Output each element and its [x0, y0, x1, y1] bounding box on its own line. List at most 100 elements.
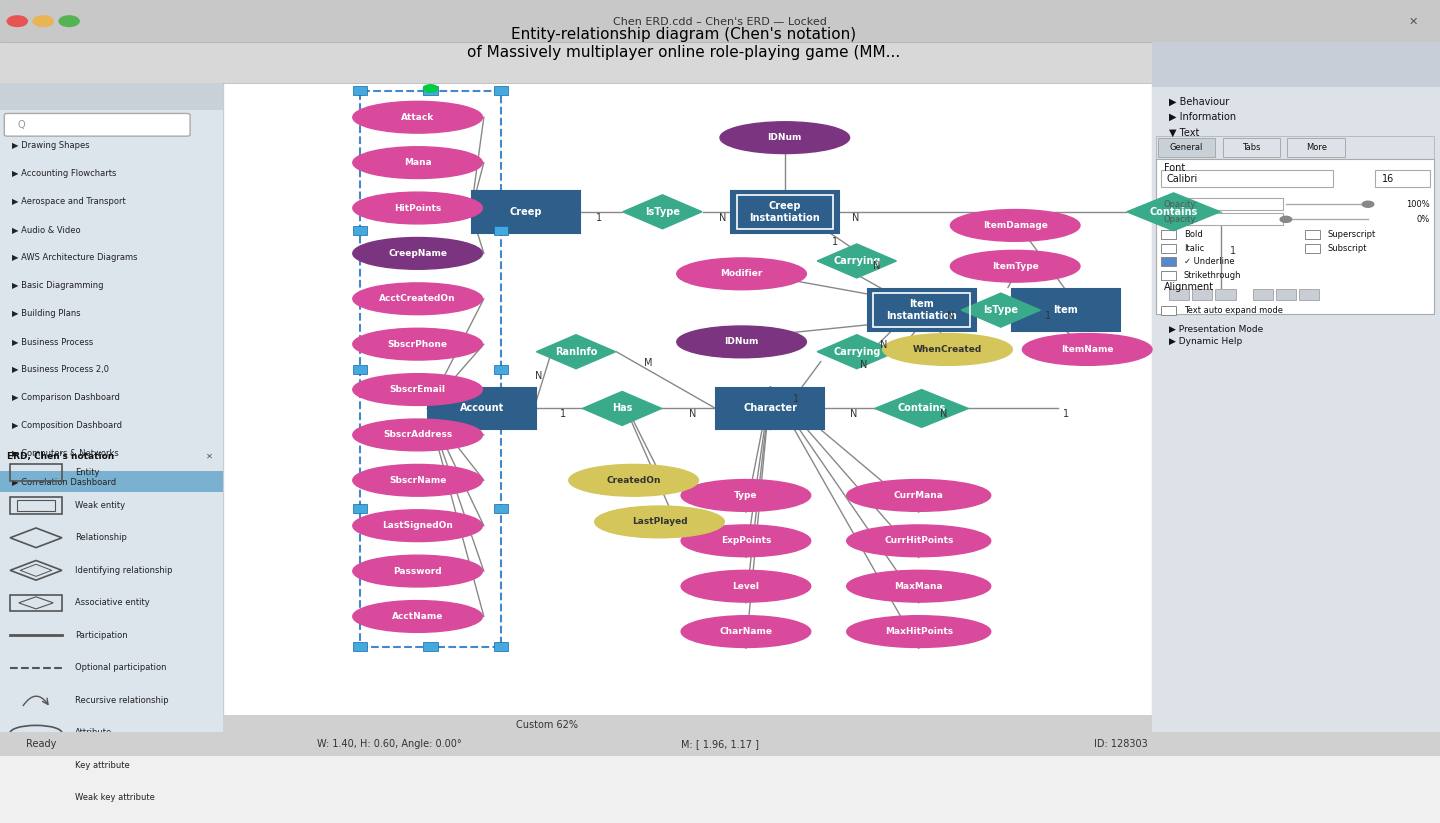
Text: ✕: ✕: [206, 452, 213, 461]
FancyBboxPatch shape: [1192, 289, 1212, 300]
Text: ▶ Composition Dashboard: ▶ Composition Dashboard: [12, 421, 121, 430]
Text: 16: 16: [1382, 174, 1395, 184]
Polygon shape: [962, 293, 1040, 327]
FancyBboxPatch shape: [1161, 257, 1176, 267]
Text: of Massively multiplayer online role-playing game (MM...: of Massively multiplayer online role-pla…: [468, 45, 900, 60]
Text: 1: 1: [832, 237, 838, 247]
Text: ▶ Comparison Dashboard: ▶ Comparison Dashboard: [12, 393, 120, 402]
FancyBboxPatch shape: [717, 388, 824, 430]
Text: AcctCreatedOn: AcctCreatedOn: [379, 295, 456, 304]
Text: Relationship: Relationship: [75, 533, 127, 542]
Text: ▶ Presentation Mode: ▶ Presentation Mode: [1169, 324, 1263, 333]
Text: ItemDamage: ItemDamage: [982, 221, 1048, 230]
Ellipse shape: [681, 525, 811, 556]
Text: ▶ Accounting Flowcharts: ▶ Accounting Flowcharts: [12, 169, 115, 178]
Ellipse shape: [883, 333, 1012, 365]
Text: ItemName: ItemName: [1061, 345, 1113, 354]
Text: Level: Level: [733, 582, 759, 591]
Text: ▶ Building Plans: ▶ Building Plans: [12, 309, 81, 318]
Circle shape: [59, 16, 79, 26]
Text: N: N: [946, 311, 955, 321]
FancyBboxPatch shape: [0, 83, 223, 109]
Text: Creep: Creep: [510, 207, 541, 216]
FancyBboxPatch shape: [494, 365, 508, 374]
Text: CurrHitPoints: CurrHitPoints: [884, 537, 953, 546]
Text: 100%: 100%: [1407, 200, 1430, 209]
Text: Carrying: Carrying: [834, 256, 880, 266]
FancyBboxPatch shape: [0, 83, 223, 734]
FancyBboxPatch shape: [1161, 306, 1176, 315]
Ellipse shape: [353, 464, 482, 496]
Text: ▶ Business Process 2,0: ▶ Business Process 2,0: [12, 365, 108, 374]
Ellipse shape: [1022, 333, 1152, 365]
FancyBboxPatch shape: [1169, 289, 1189, 300]
FancyBboxPatch shape: [1299, 289, 1319, 300]
Text: N: N: [688, 409, 697, 419]
FancyBboxPatch shape: [732, 191, 838, 233]
Text: N: N: [939, 409, 948, 419]
Text: Superscript: Superscript: [1328, 230, 1377, 239]
FancyBboxPatch shape: [494, 226, 508, 235]
Text: SbscrName: SbscrName: [389, 476, 446, 485]
Text: ▶ Audio & Video: ▶ Audio & Video: [12, 225, 81, 234]
FancyBboxPatch shape: [1253, 289, 1273, 300]
Text: 0%: 0%: [1417, 215, 1430, 224]
Text: 1: 1: [1230, 246, 1236, 256]
Ellipse shape: [353, 328, 482, 360]
Ellipse shape: [681, 616, 811, 648]
Ellipse shape: [847, 570, 991, 602]
FancyBboxPatch shape: [1161, 271, 1176, 280]
Polygon shape: [622, 195, 703, 229]
FancyBboxPatch shape: [1305, 244, 1320, 253]
Text: Creep
Instantiation: Creep Instantiation: [749, 201, 821, 222]
Text: Font: Font: [1164, 163, 1185, 173]
Text: CurrMana: CurrMana: [894, 491, 943, 500]
Ellipse shape: [681, 480, 811, 511]
Text: LastPlayed: LastPlayed: [632, 518, 687, 527]
Text: W: 1.40, H: 0.60, Angle: 0.00°: W: 1.40, H: 0.60, Angle: 0.00°: [317, 739, 461, 749]
Circle shape: [33, 16, 53, 26]
Ellipse shape: [847, 525, 991, 556]
Text: N: N: [851, 213, 860, 223]
Circle shape: [1362, 201, 1374, 207]
Text: Key attribute: Key attribute: [75, 761, 130, 770]
FancyBboxPatch shape: [1223, 137, 1280, 157]
Text: Opacity:: Opacity:: [1164, 215, 1198, 224]
FancyBboxPatch shape: [353, 365, 367, 374]
Text: ▶ Information: ▶ Information: [1169, 112, 1237, 123]
FancyBboxPatch shape: [1161, 213, 1283, 226]
Text: Italic: Italic: [1184, 244, 1204, 253]
Text: Type: Type: [734, 491, 757, 500]
FancyBboxPatch shape: [1215, 289, 1236, 300]
Ellipse shape: [950, 210, 1080, 241]
Text: Account: Account: [461, 403, 504, 413]
Text: ▶ Drawing Shapes: ▶ Drawing Shapes: [12, 141, 89, 150]
Circle shape: [423, 85, 438, 92]
Text: N: N: [534, 371, 543, 381]
Text: ▶ Correlation Dashboard: ▶ Correlation Dashboard: [12, 477, 115, 486]
Ellipse shape: [353, 238, 482, 269]
Polygon shape: [536, 335, 616, 369]
FancyBboxPatch shape: [223, 19, 1152, 734]
Text: ▶ Aerospace and Transport: ▶ Aerospace and Transport: [12, 197, 125, 206]
FancyBboxPatch shape: [494, 504, 508, 513]
Text: SbscrAddress: SbscrAddress: [383, 430, 452, 439]
FancyBboxPatch shape: [0, 732, 1440, 756]
Text: RanInfo: RanInfo: [554, 346, 598, 356]
Text: Custom 62%: Custom 62%: [516, 719, 579, 730]
Text: Chen ERD.cdd – Chen's ERD — Locked: Chen ERD.cdd – Chen's ERD — Locked: [613, 17, 827, 27]
FancyBboxPatch shape: [1287, 137, 1345, 157]
Text: Optional participation: Optional participation: [75, 663, 167, 672]
FancyBboxPatch shape: [0, 0, 1440, 42]
Circle shape: [1280, 216, 1292, 222]
FancyBboxPatch shape: [223, 715, 1152, 734]
Text: General: General: [1169, 143, 1204, 152]
Ellipse shape: [353, 283, 482, 314]
FancyBboxPatch shape: [423, 86, 438, 95]
Text: N: N: [880, 340, 888, 350]
FancyBboxPatch shape: [1158, 137, 1215, 157]
Text: ▶ Behaviour: ▶ Behaviour: [1169, 97, 1230, 107]
Ellipse shape: [353, 146, 482, 179]
Ellipse shape: [677, 326, 806, 358]
FancyBboxPatch shape: [1276, 289, 1296, 300]
